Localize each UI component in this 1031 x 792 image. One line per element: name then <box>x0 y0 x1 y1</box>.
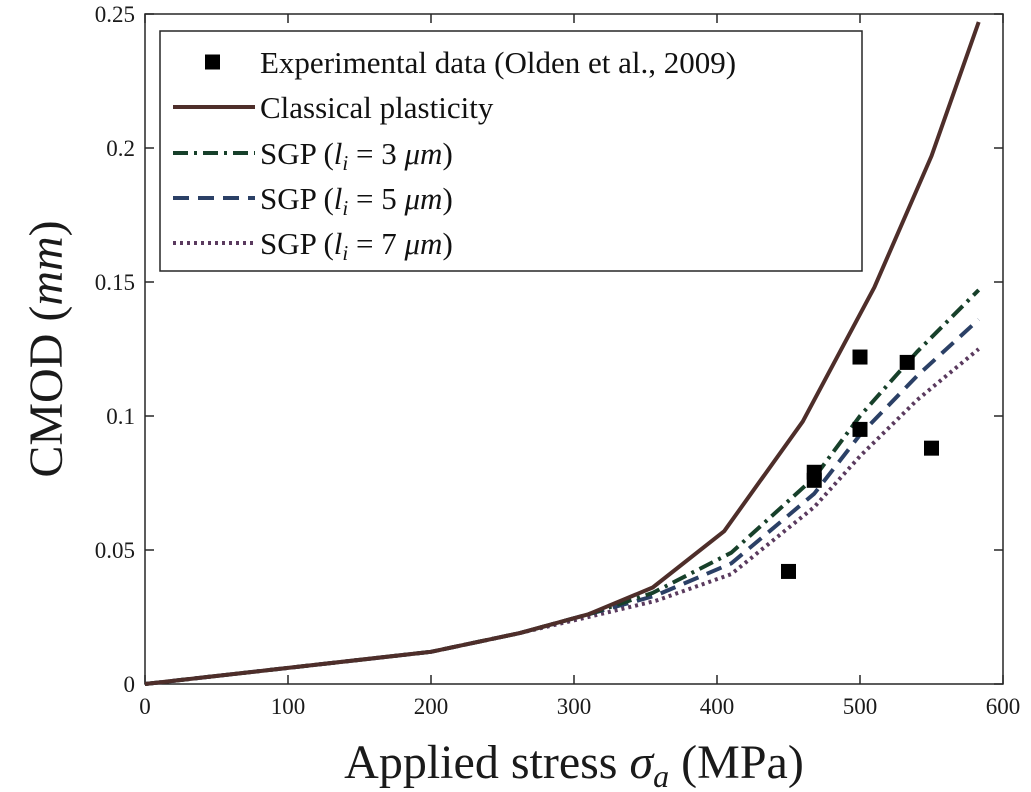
y-axis-title: CMOD (mm) <box>20 220 73 477</box>
legend-label: Classical plasticity <box>260 90 494 125</box>
y-tick-label: 0.05 <box>95 538 135 563</box>
data-point <box>852 349 868 365</box>
data-point <box>806 464 822 480</box>
x-axis-title: Applied stress σa (MPa) <box>344 736 804 792</box>
legend: Experimental data (Olden et al., 2009) Cl… <box>159 30 863 272</box>
data-point <box>924 440 939 456</box>
data-point <box>899 354 915 370</box>
y-tick-label: 0.25 <box>95 2 135 27</box>
x-tick-label: 400 <box>700 694 735 719</box>
data-point <box>852 421 868 437</box>
y-tick-label: 0.1 <box>106 404 135 429</box>
x-tick-label: 0 <box>139 694 151 719</box>
y-tick-label: 0.15 <box>95 270 135 295</box>
series-line-2 <box>144 288 981 686</box>
x-tick-label: 100 <box>271 694 306 719</box>
legend-box <box>159 30 863 272</box>
data-point <box>781 563 796 579</box>
axis-ticks <box>144 13 1004 685</box>
legend-label: SGP (li = 7 μm) <box>260 226 453 265</box>
x-tick-label: 500 <box>843 694 878 719</box>
x-tick-label: 200 <box>414 694 449 719</box>
x-tick-label: 300 <box>557 694 592 719</box>
series-line-1 <box>144 21 981 686</box>
legend-marker <box>205 54 220 70</box>
x-tick-label: 600 <box>986 694 1021 719</box>
legend-label: SGP (li = 5 μm) <box>260 181 453 220</box>
tick-labels: 0 100 200 300 400 500 600 0 0.05 0.1 0.15 0.2 0.25 <box>95 2 1021 719</box>
legend-label: Experimental data (Olden et al., 2009) <box>260 45 736 80</box>
y-tick-label: 0 <box>124 672 136 697</box>
y-tick-label: 0.2 <box>106 136 135 161</box>
series-layer <box>144 21 981 686</box>
legend-label: SGP (li = 3 μm) <box>260 136 453 175</box>
